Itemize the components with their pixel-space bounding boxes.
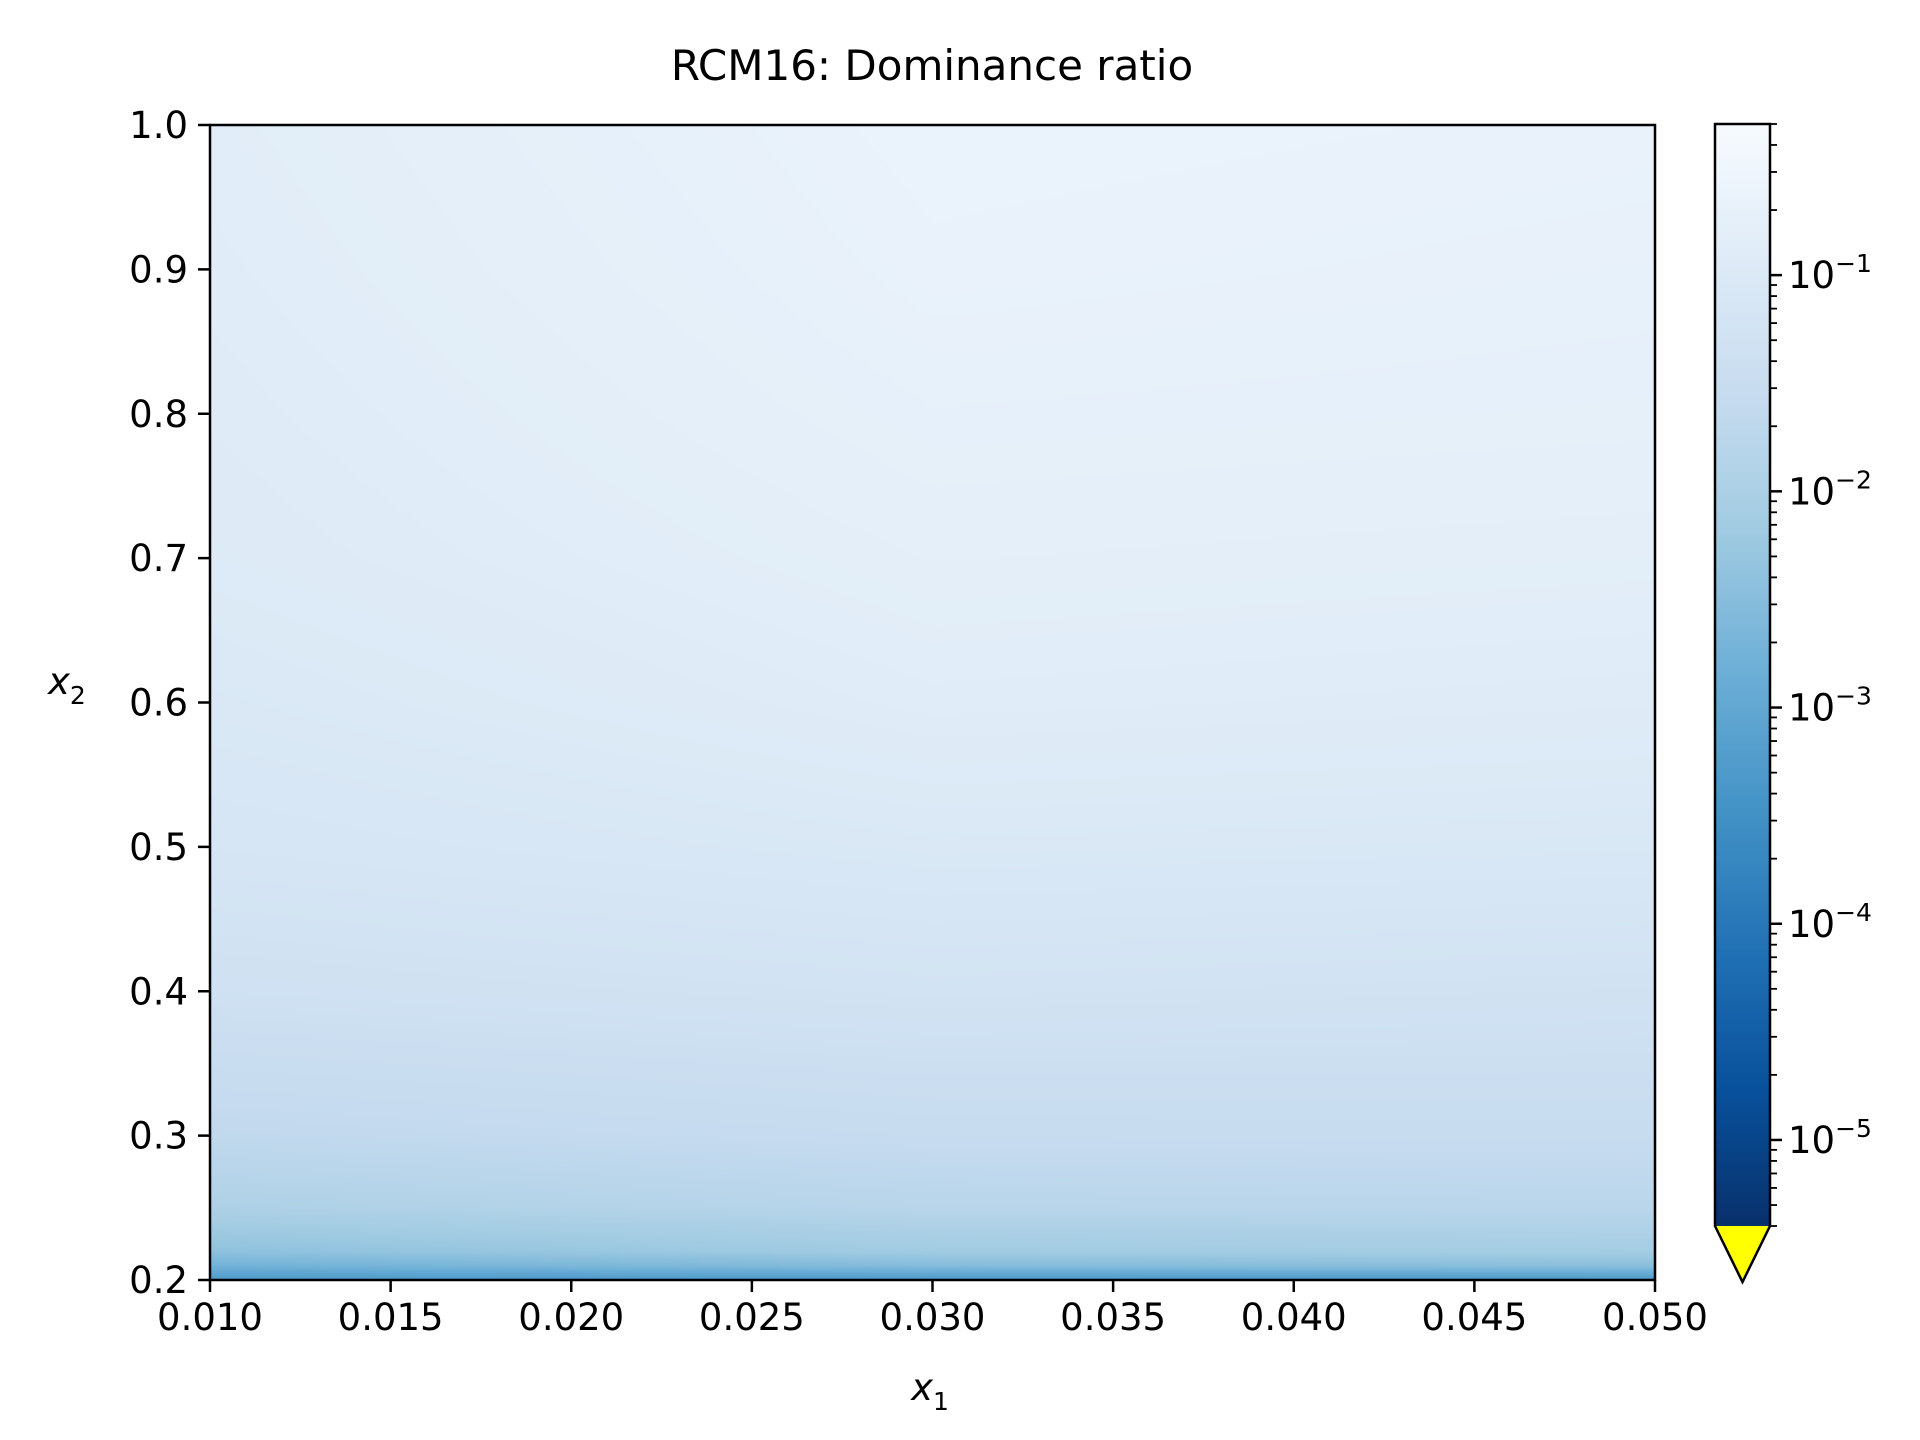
chart-title: RCM16: Dominance ratio [671, 41, 1193, 90]
x-tick-label: 0.020 [518, 1296, 624, 1339]
x-tick-label: 0.025 [699, 1296, 805, 1339]
colorbar-tick-label: 10−2 [1788, 465, 1872, 513]
x-axis-label-main: x [910, 1366, 934, 1409]
y-tick-label: 0.2 [129, 1259, 188, 1302]
colorbar-fill [1715, 124, 1770, 1226]
y-tick-label: 1.0 [129, 104, 188, 147]
colorbar-tick-base: 10 [1788, 903, 1835, 946]
heatmap-raster [210, 125, 1655, 1280]
colorbar-tick-base: 10 [1788, 470, 1835, 513]
x-tick-label: 0.040 [1241, 1296, 1347, 1339]
x-axis: 0.010 0.015 0.020 0.025 0.030 0.035 0.040 0.045… [157, 1280, 1708, 1339]
colorbar-tick-exponent: −1 [1835, 249, 1872, 278]
x-tick-label: 0.050 [1602, 1296, 1708, 1339]
colorbar-tick-label: 10−1 [1788, 249, 1872, 297]
x-tick-label: 0.015 [338, 1296, 444, 1339]
colorbar-tick-base: 10 [1788, 254, 1835, 297]
colorbar-tick-exponent: −4 [1835, 898, 1872, 927]
y-tick-label: 0.6 [129, 682, 188, 725]
colorbar-outline [1713, 122, 1772, 1285]
colorbar-tick-base: 10 [1788, 687, 1835, 730]
x-tick-label: 0.030 [880, 1296, 986, 1339]
y-axis-label: x2 [47, 660, 86, 710]
y-axis-label-sub: 2 [70, 681, 86, 710]
y-tick-label: 0.8 [129, 393, 188, 436]
heatmap-image [210, 125, 1655, 1280]
colorbar-tick-exponent: −3 [1835, 682, 1872, 711]
x-axis-label-sub: 1 [933, 1387, 949, 1416]
colorbar: 10−510−410−310−210−1 [1713, 122, 1872, 1285]
x-tick-label: 0.035 [1060, 1296, 1166, 1339]
x-axis-label: x1 [910, 1366, 949, 1416]
colorbar-tick-exponent: −5 [1835, 1114, 1872, 1143]
colorbar-extend-min [1715, 1226, 1770, 1282]
y-axis-label-main: x [47, 660, 71, 703]
x-tick-label: 0.010 [157, 1296, 263, 1339]
colorbar-tick-label: 10−5 [1788, 1114, 1872, 1162]
y-tick-label: 0.7 [129, 537, 188, 580]
y-tick-label: 0.3 [129, 1115, 188, 1158]
x-tick-label: 0.045 [1421, 1296, 1527, 1339]
y-tick-label: 0.4 [129, 970, 188, 1013]
y-tick-label: 0.5 [129, 826, 188, 869]
y-tick-label: 0.9 [129, 248, 188, 291]
colorbar-tick-label: 10−4 [1788, 898, 1872, 946]
colorbar-tick-base: 10 [1788, 1119, 1835, 1162]
colorbar-tick-exponent: −2 [1835, 465, 1872, 494]
y-axis: 0.2 0.3 0.4 0.5 0.6 0.7 0.8 0.9 1.0 [129, 104, 210, 1302]
colorbar-tick-label: 10−3 [1788, 682, 1872, 730]
